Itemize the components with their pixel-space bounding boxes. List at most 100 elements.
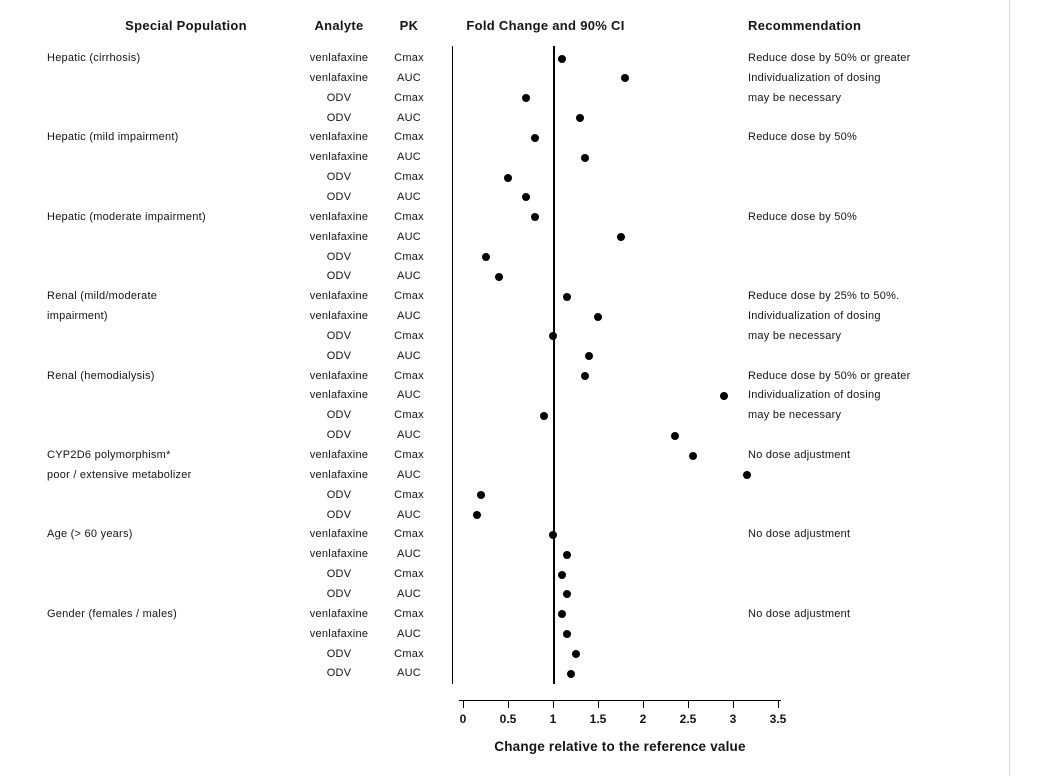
pk-label: Cmax (394, 290, 424, 303)
analyte-label: ODV (326, 171, 352, 184)
pk-label: Cmax (394, 449, 424, 461)
pk-label: Cmax (394, 250, 424, 263)
data-point-dot (621, 74, 629, 83)
recommendation-label: Reduce dose by 50% or greater (748, 369, 911, 382)
pk-label: Cmax (394, 647, 424, 660)
recommendation-label: Individualization of dosing (748, 310, 881, 323)
analyte-label: venlafaxine (309, 548, 369, 561)
data-point-dot (540, 411, 548, 420)
pk-label: AUC (397, 508, 421, 521)
analyte-label: ODV (326, 429, 352, 442)
recommendation-label: Individualization of dosing (748, 389, 881, 402)
recommendation-label: No dose adjustment (748, 528, 851, 541)
recommendation-label: Reduce dose by 50% or greater (748, 52, 911, 64)
analyte-label: ODV (326, 587, 352, 600)
analyte-label: venlafaxine (309, 627, 369, 640)
pk-label: AUC (397, 111, 421, 124)
pk-label: AUC (397, 270, 421, 283)
x-tick-label: 3.5 (769, 712, 787, 726)
pk-label: Cmax (394, 91, 424, 104)
pk-label: AUC (397, 587, 421, 600)
population-label: Hepatic (cirrhosis) (47, 52, 141, 64)
data-point-dot (576, 114, 584, 123)
analyte-label: venlafaxine (309, 290, 369, 303)
pk-label: Cmax (394, 210, 424, 223)
data-point-dot (531, 213, 539, 222)
analyte-label: ODV (326, 409, 352, 422)
analyte-label: ODV (326, 329, 352, 342)
data-point-dot (531, 133, 539, 142)
pk-label: Cmax (394, 409, 424, 422)
analyte-label: venlafaxine (309, 389, 369, 402)
data-point-dot (562, 550, 571, 559)
data-point-dot (549, 530, 557, 539)
header-recommendation: Recommendation (748, 18, 862, 33)
analyte-label: venlafaxine (309, 449, 369, 461)
recommendation-label: No dose adjustment (748, 449, 851, 461)
recommendation-label: Individualization of dosing (748, 71, 881, 84)
population-label: Renal (hemodialysis) (47, 369, 155, 382)
data-point-dot (670, 431, 679, 440)
data-point-dot (562, 630, 571, 639)
analyte-label: venlafaxine (309, 468, 369, 481)
analyte-label: venlafaxine (309, 310, 369, 323)
header-fold-change: Fold Change and 90% CI (466, 18, 625, 33)
data-point-dot (558, 54, 566, 63)
recommendation-label: may be necessary (748, 409, 842, 422)
x-tick (508, 700, 509, 708)
header-pk: PK (399, 18, 419, 33)
data-point-dot (472, 511, 481, 520)
x-tick-label: 2.5 (679, 712, 697, 726)
pk-label: AUC (397, 429, 421, 442)
x-tick (553, 700, 554, 708)
analyte-label: ODV (326, 568, 352, 581)
analyte-label: ODV (326, 488, 352, 501)
data-point-dot (688, 451, 697, 460)
x-tick (778, 700, 779, 708)
population-label: poor / extensive metabolizer (47, 468, 192, 481)
data-point-dot (495, 272, 503, 281)
analyte-label: ODV (326, 250, 352, 263)
analyte-label: venlafaxine (309, 528, 369, 541)
y-axis-line (452, 46, 453, 684)
pk-label: Cmax (394, 528, 424, 541)
pk-label: AUC (397, 71, 421, 84)
data-point-dot (616, 233, 625, 242)
analyte-label: venlafaxine (309, 71, 369, 84)
analyte-label: ODV (326, 667, 352, 680)
analyte-label: venlafaxine (309, 52, 369, 64)
reference-line (553, 46, 555, 684)
pk-label: AUC (397, 151, 421, 164)
data-point-dot (742, 471, 751, 480)
page-right-border (1009, 0, 1010, 776)
data-point-dot (594, 312, 602, 321)
analyte-label: ODV (326, 111, 352, 124)
population-label: Hepatic (mild impairment) (47, 131, 179, 144)
analyte-label: venlafaxine (309, 131, 369, 144)
data-point-dot (522, 94, 530, 103)
x-tick (463, 700, 464, 708)
x-tick-label: 1.5 (589, 712, 607, 726)
x-tick-label: 2 (639, 712, 647, 726)
analyte-label: ODV (326, 508, 352, 521)
x-tick (733, 700, 734, 708)
pk-label: Cmax (394, 607, 424, 620)
population-label: impairment) (47, 310, 108, 323)
x-axis-title: Change relative to the reference value (494, 739, 746, 754)
analyte-label: ODV (326, 270, 352, 283)
analyte-label: ODV (326, 647, 352, 660)
data-point-dot (720, 391, 728, 400)
population-label: Hepatic (moderate impairment) (47, 210, 206, 223)
data-point-dot (562, 590, 571, 599)
analyte-label: venlafaxine (309, 230, 369, 243)
recommendation-label: Reduce dose by 50% (748, 131, 858, 144)
data-point-dot (477, 491, 485, 500)
data-point-dot (549, 332, 557, 341)
recommendation-label: No dose adjustment (748, 607, 851, 620)
header-analyte: Analyte (314, 18, 364, 33)
data-point-dot (585, 352, 593, 361)
pk-label: AUC (397, 667, 421, 680)
pk-label: Cmax (394, 329, 424, 342)
data-point-dot (558, 570, 566, 579)
